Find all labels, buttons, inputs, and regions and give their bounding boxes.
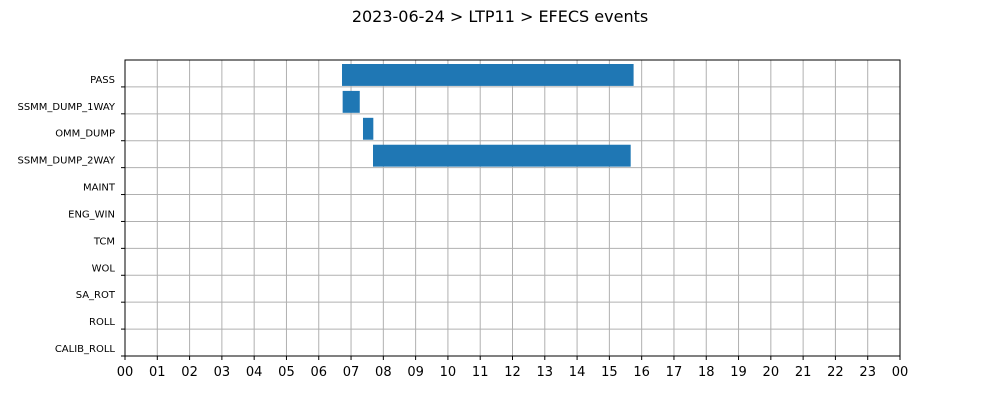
x-tick-label: 07 xyxy=(343,365,360,380)
x-tick-label: 17 xyxy=(666,365,683,380)
x-tick-label: 10 xyxy=(440,365,457,380)
x-tick-label: 20 xyxy=(763,365,780,380)
y-tick-label: ROLL xyxy=(89,317,115,328)
y-tick-label: CALIB_ROLL xyxy=(55,344,116,355)
x-tick-label: 18 xyxy=(698,365,715,380)
event-bars xyxy=(342,64,634,167)
event-bar-omm-dump xyxy=(362,117,374,140)
event-bar-ssmm-dump-1way xyxy=(342,90,360,113)
event-bar-pass xyxy=(342,64,634,86)
x-tick-label: 04 xyxy=(246,365,263,380)
y-tick-label: ENG_WIN xyxy=(68,209,115,220)
x-tick-label: 22 xyxy=(827,365,844,380)
x-tick-label: 21 xyxy=(795,365,812,380)
x-axis: 00 01 02 03 04 05 06 07 08 09 10 11 12 13 14 15 16 17 18 19… xyxy=(117,356,909,380)
grid xyxy=(124,60,901,357)
y-tick-label: WOL xyxy=(92,263,116,274)
x-tick-label: 00 xyxy=(892,365,909,380)
x-tick-label: 00 xyxy=(117,365,134,380)
y-tick-label: SA_ROT xyxy=(76,290,116,301)
x-tick-label: 13 xyxy=(537,365,554,380)
x-tick-label: 02 xyxy=(181,365,198,380)
y-tick-label: SSMM_DUMP_1WAY xyxy=(17,102,115,113)
x-tick-label: 16 xyxy=(633,365,650,380)
y-axis: PASS SSMM_DUMP_1WAY OMM_DUMP SSMM_DUMP_2WAY… xyxy=(17,75,125,357)
y-tick-label: SSMM_DUMP_2WAY xyxy=(17,156,115,167)
x-tick-label: 14 xyxy=(569,365,586,380)
x-tick-label: 15 xyxy=(601,365,618,380)
x-tick-label: 03 xyxy=(214,365,231,380)
x-tick-label: 08 xyxy=(375,365,392,380)
x-tick-label: 23 xyxy=(859,365,876,380)
x-tick-label: 05 xyxy=(278,365,295,380)
x-tick-label: 12 xyxy=(504,365,521,380)
event-bar-ssmm-dump-2way xyxy=(373,144,631,167)
x-tick-label: 06 xyxy=(310,365,327,380)
chart-title: 2023-06-24 > LTP11 > EFECS events xyxy=(352,7,648,26)
x-tick-label: 01 xyxy=(149,365,166,380)
y-tick-label: OMM_DUMP xyxy=(55,129,115,140)
y-tick-label: TCM xyxy=(93,236,115,247)
y-tick-label: MAINT xyxy=(83,183,116,194)
x-tick-label: 19 xyxy=(730,365,747,380)
x-tick-label: 09 xyxy=(407,365,424,380)
x-tick-label: 11 xyxy=(472,365,489,380)
y-tick-label: PASS xyxy=(90,75,115,86)
